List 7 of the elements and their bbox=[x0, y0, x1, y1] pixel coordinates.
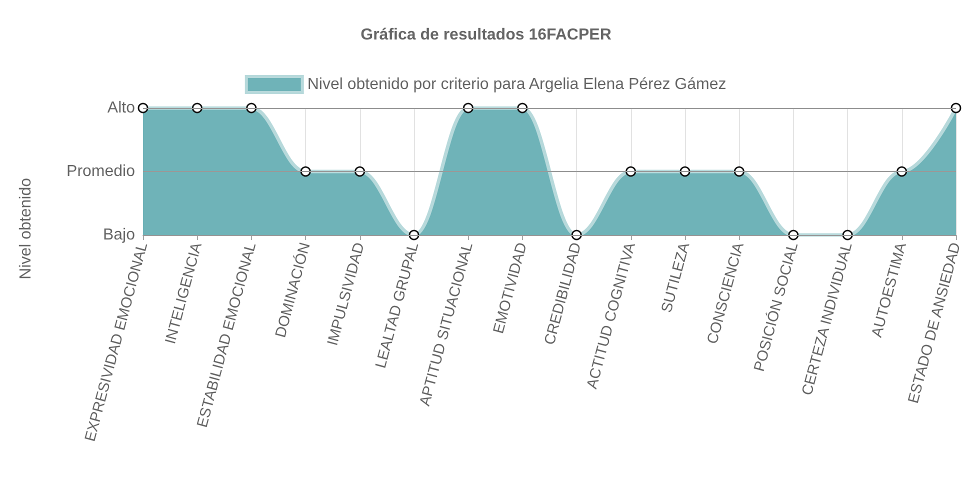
x-tick-label: LEALTAD GRUPAL bbox=[372, 240, 422, 370]
ref-line-label: Promedio bbox=[66, 163, 136, 180]
legend-label: Nivel obtenido por criterio para Argelia Elena Pérez Gámez bbox=[307, 76, 726, 93]
ref-line-label: Bajo bbox=[102, 226, 136, 244]
ref-line-label: Alto bbox=[107, 100, 136, 116]
chart-title: Gráfica de resultados 16FACPER bbox=[360, 26, 612, 44]
y-axis-title: Nivel obtenido bbox=[18, 178, 34, 280]
